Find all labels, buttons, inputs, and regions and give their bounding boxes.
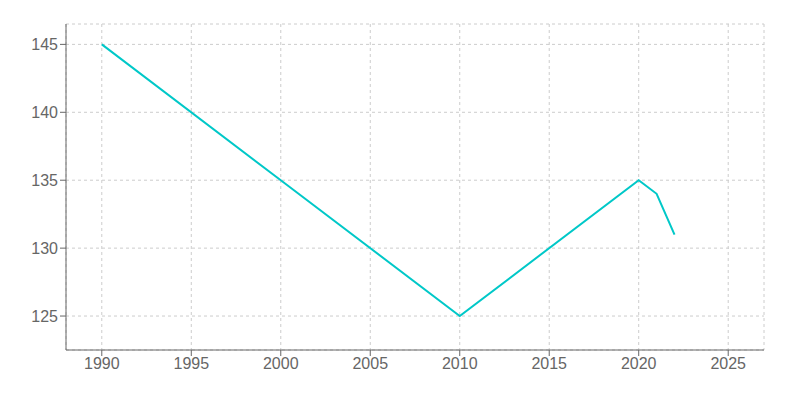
svg-text:2000: 2000	[263, 355, 299, 372]
svg-text:145: 145	[31, 36, 58, 53]
svg-text:130: 130	[31, 240, 58, 257]
svg-text:2010: 2010	[442, 355, 478, 372]
svg-text:1995: 1995	[173, 355, 209, 372]
svg-text:2015: 2015	[531, 355, 567, 372]
svg-text:135: 135	[31, 172, 58, 189]
svg-text:2005: 2005	[352, 355, 388, 372]
svg-text:125: 125	[31, 308, 58, 325]
svg-text:1990: 1990	[84, 355, 120, 372]
svg-text:2025: 2025	[710, 355, 746, 372]
svg-text:2020: 2020	[621, 355, 657, 372]
svg-text:140: 140	[31, 104, 58, 121]
